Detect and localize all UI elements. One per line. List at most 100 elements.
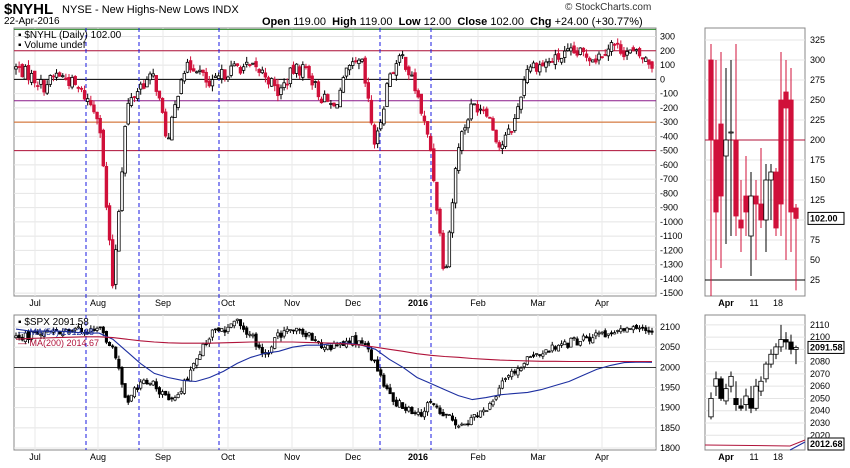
candle-body <box>482 409 486 413</box>
candle-body <box>135 91 140 99</box>
candle-body <box>503 378 508 380</box>
last-value-label: 2091.58 <box>810 342 843 352</box>
candle-body <box>248 64 252 66</box>
candle-body <box>89 328 93 333</box>
candle-body <box>316 81 321 98</box>
candle-body <box>189 369 193 382</box>
candle-body <box>413 72 417 92</box>
candle-body <box>763 363 769 380</box>
candle-body <box>748 398 754 409</box>
candle-body <box>17 66 21 68</box>
candle-body <box>167 393 171 401</box>
y-tick-label: 200 <box>810 135 825 145</box>
candle-body <box>535 353 539 355</box>
candle-body <box>531 354 536 357</box>
candle-body <box>107 341 112 346</box>
candle-body <box>569 47 573 52</box>
candle-body <box>435 405 439 408</box>
candle-body <box>23 66 28 80</box>
candle-body <box>295 327 299 332</box>
candle-body <box>733 139 739 217</box>
candle-body <box>282 330 286 337</box>
plot-frame <box>13 27 657 297</box>
candle-body <box>619 328 623 333</box>
candle-body <box>323 347 327 351</box>
candle-body <box>513 370 517 374</box>
candle-body <box>519 367 523 371</box>
candle-body <box>422 410 426 418</box>
candle-body <box>516 106 520 119</box>
candle-body <box>294 63 299 74</box>
candle-body <box>510 131 514 133</box>
x-tick-label: 11 <box>749 298 758 308</box>
candle-body <box>185 61 190 73</box>
candle-body <box>182 379 186 394</box>
candle-body <box>444 266 448 269</box>
high-value: 119.00 <box>359 16 393 28</box>
candle-body <box>788 99 794 213</box>
legend-entry: ▪ $SPX 2091.58 <box>18 317 89 328</box>
y-tick-label: -400 <box>660 131 678 141</box>
x-tick-label: 18 <box>773 452 783 462</box>
open-value: 119.00 <box>293 16 327 28</box>
candle-body <box>432 403 436 405</box>
candle-body <box>743 395 749 405</box>
candle-body <box>157 387 161 395</box>
y-tick-label: 2050 <box>810 393 830 403</box>
candle-body <box>347 64 352 71</box>
candle-body <box>354 335 358 345</box>
candle-body <box>254 333 258 347</box>
candle-body <box>463 127 467 131</box>
candle-body <box>485 108 489 117</box>
candle-body <box>531 62 536 69</box>
legend-entry: ▪ Volume undef <box>18 40 86 51</box>
low-value: 12.00 <box>423 16 452 28</box>
candle-body <box>525 69 529 83</box>
candle-body <box>273 79 277 87</box>
candle-body <box>457 425 461 428</box>
candle-body <box>603 54 607 56</box>
candle-body <box>33 70 37 84</box>
candle-body <box>385 83 389 107</box>
candle-body <box>400 54 405 57</box>
y-tick-label: 2100 <box>810 332 830 342</box>
candle-body <box>201 343 205 357</box>
candle-body <box>148 382 152 385</box>
candle-body <box>503 134 508 147</box>
x-tick-label: Aug <box>90 452 106 462</box>
y-tick-label: 325 <box>810 35 825 45</box>
y-tick-label: 2020 <box>810 430 830 440</box>
candle-body <box>254 61 258 68</box>
x-tick-label: Mar <box>530 452 546 462</box>
x-tick-label: Sep <box>155 298 171 308</box>
candle-body <box>307 332 311 336</box>
candle-body <box>783 339 789 343</box>
candle-body <box>70 77 74 88</box>
candle-body <box>475 103 480 113</box>
candle-body <box>213 328 218 331</box>
candle-body <box>351 335 355 346</box>
y-tick-label: 2030 <box>810 418 830 428</box>
y-tick-label: -700 <box>660 174 678 184</box>
y-tick-label: 1950 <box>660 383 680 393</box>
candle-body <box>335 104 339 109</box>
candle-body <box>647 330 651 333</box>
candle-body <box>301 329 305 335</box>
candle-body <box>357 59 361 64</box>
candle-body <box>276 332 280 337</box>
candle-body <box>388 73 392 87</box>
candle-body <box>609 332 614 335</box>
candle-body <box>210 79 215 87</box>
candle-body <box>360 58 364 62</box>
candle-body <box>491 118 495 131</box>
symbol-description: NYSE - New Highs-New Lows INDX <box>62 4 239 16</box>
candle-body <box>111 345 115 348</box>
candle-body <box>613 332 617 335</box>
candle-body <box>64 77 68 80</box>
candle-body <box>179 391 183 394</box>
candle-body <box>460 423 464 426</box>
candle-body <box>560 343 564 346</box>
candle-body <box>563 50 567 58</box>
candle-body <box>379 369 383 376</box>
candle-body <box>92 104 96 113</box>
